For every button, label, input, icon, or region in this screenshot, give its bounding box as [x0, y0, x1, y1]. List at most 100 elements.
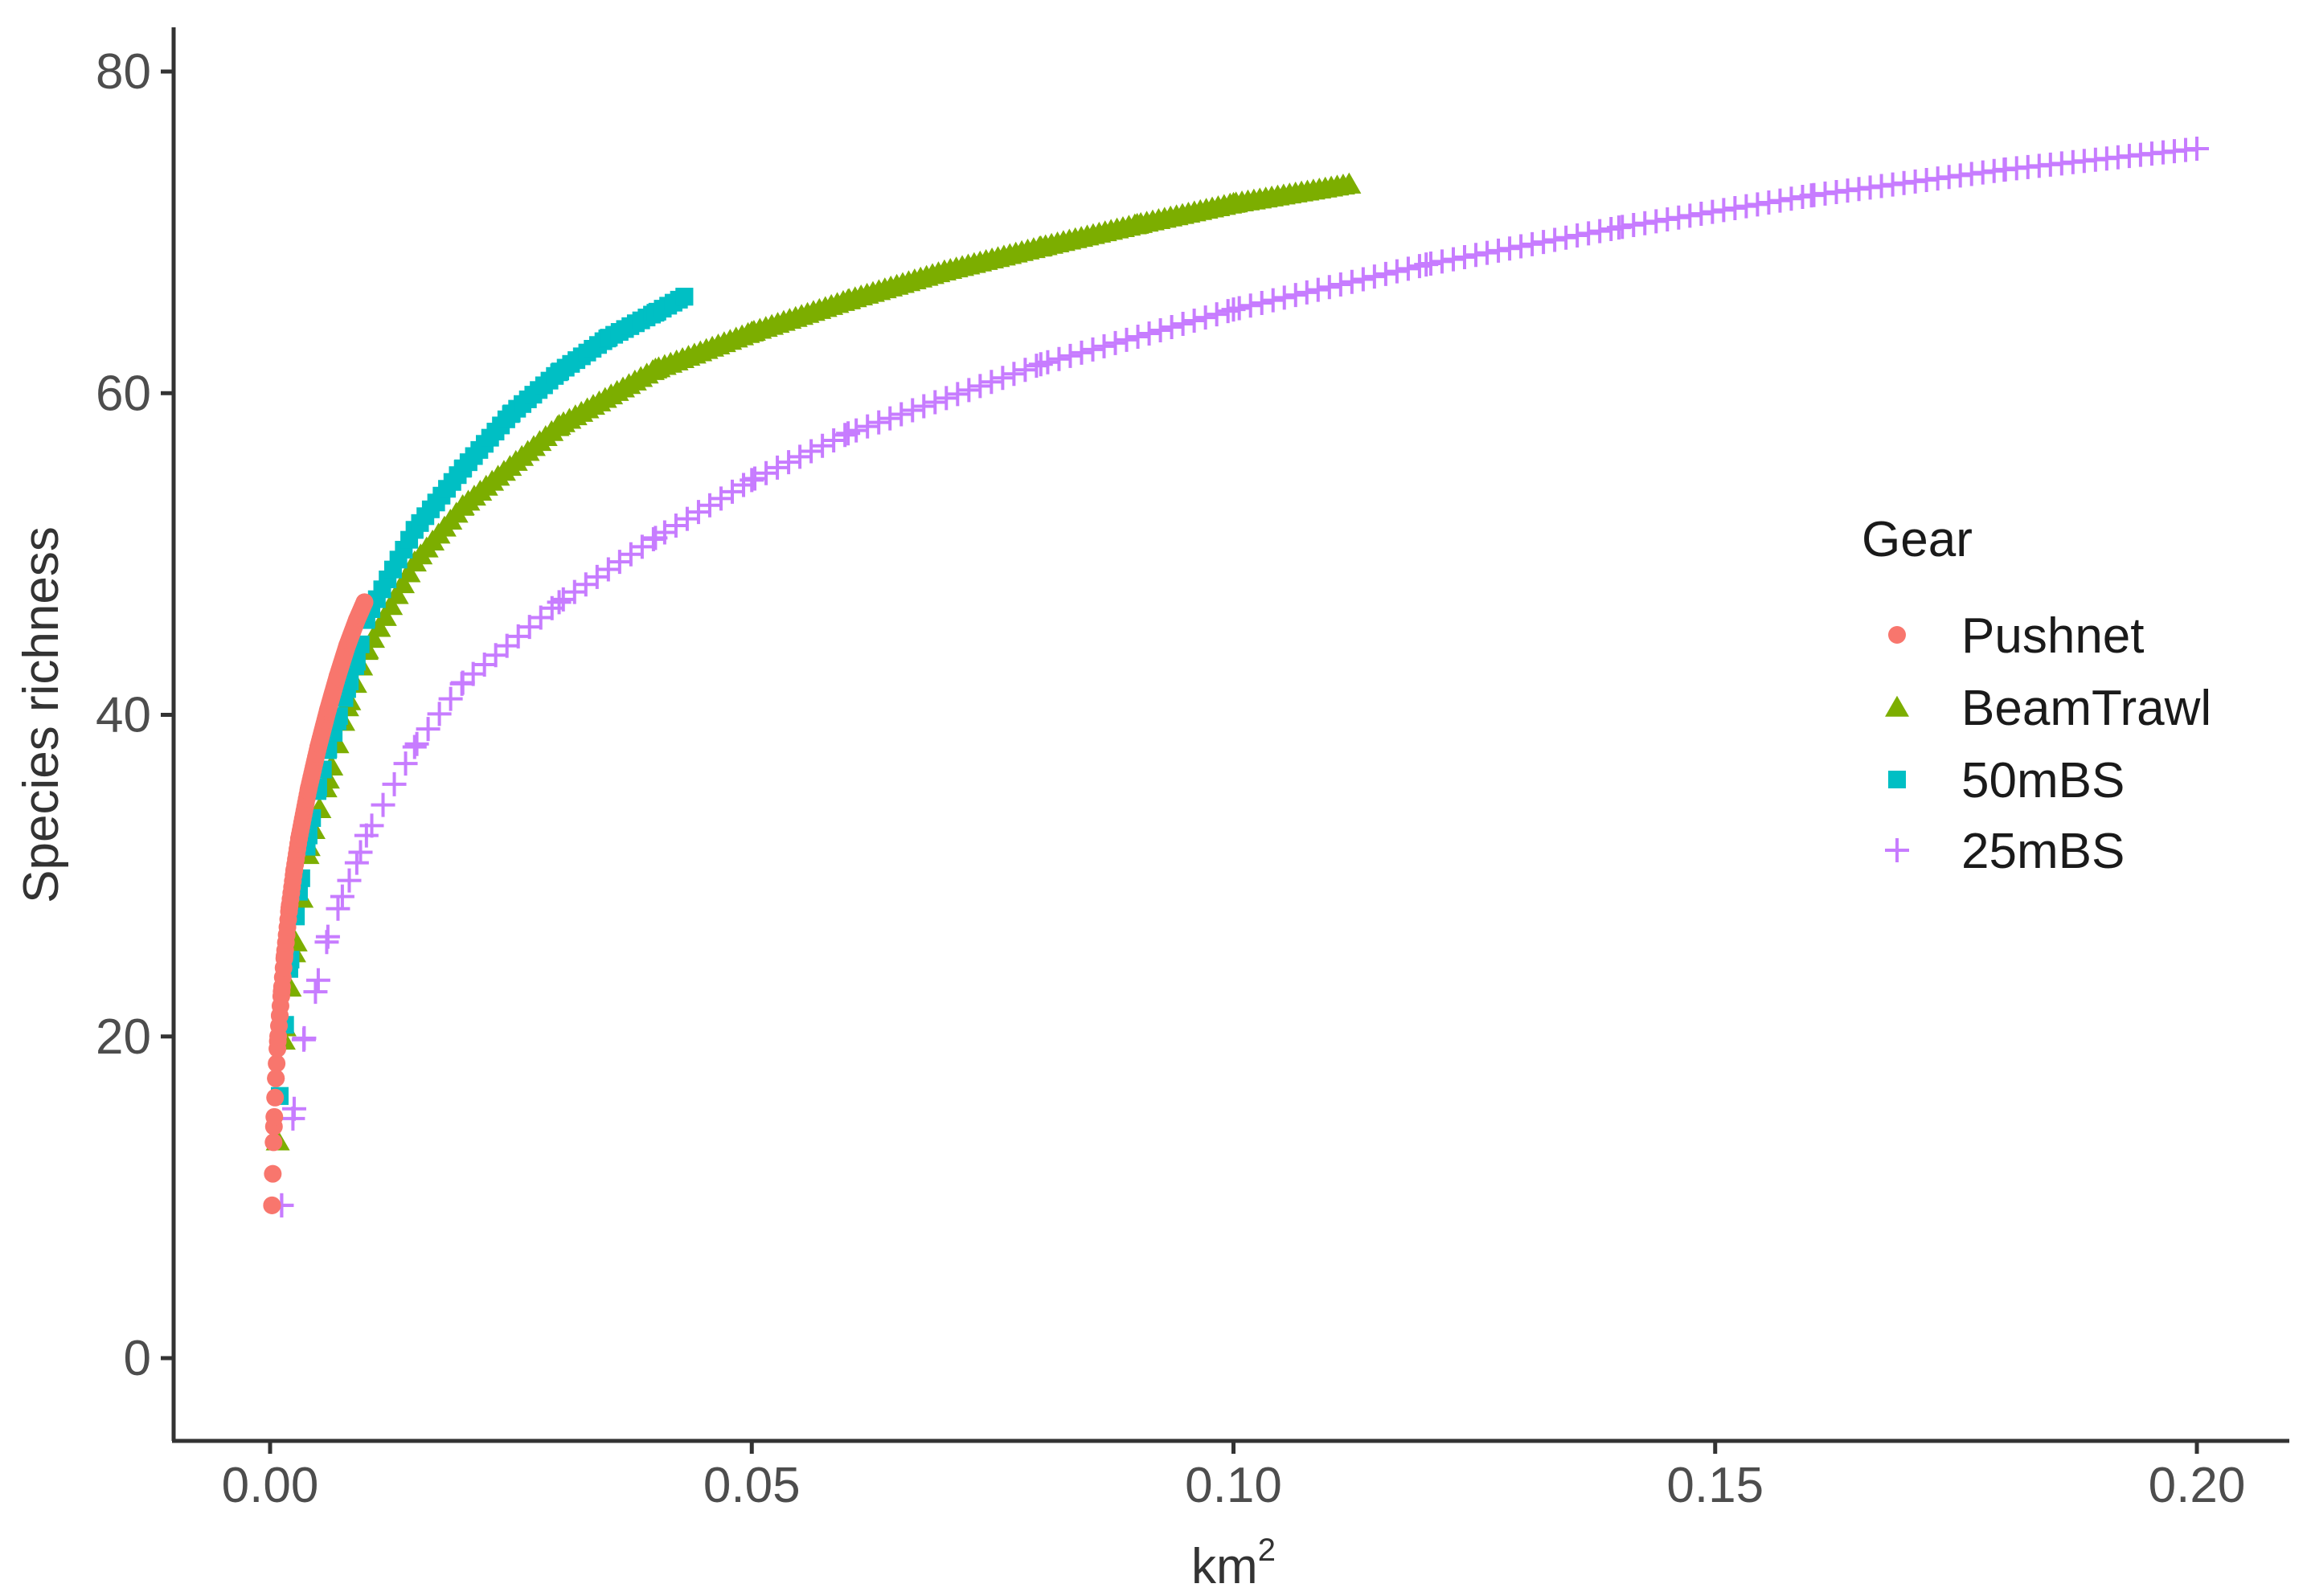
data-point	[355, 593, 374, 612]
data-point	[1768, 188, 1793, 213]
data-point	[1047, 346, 1072, 371]
legend-label: BeamTrawl	[1961, 681, 2211, 736]
data-point	[1317, 275, 1342, 300]
data-point	[348, 840, 373, 865]
data-point	[281, 1096, 306, 1121]
data-point	[1260, 288, 1285, 313]
data-point	[934, 386, 959, 411]
data-point	[263, 1196, 281, 1214]
data-point	[855, 414, 880, 439]
legend-key-cross	[1885, 838, 1909, 862]
plot-area	[263, 137, 2209, 1217]
data-point	[1114, 327, 1139, 352]
data-point	[743, 466, 768, 491]
data-point	[1543, 227, 1567, 252]
legend-label: 25mBS	[1961, 824, 2125, 879]
series-pushnet	[263, 593, 374, 1214]
data-point	[968, 374, 993, 399]
data-point	[264, 1164, 282, 1183]
data-point	[1092, 334, 1117, 358]
legend-label: Pushnet	[1961, 608, 2145, 664]
data-point	[1283, 283, 1308, 308]
y-axis-ticks: 0 20 40 60 80	[96, 44, 174, 1386]
data-point	[799, 439, 824, 464]
data-point	[1565, 223, 1590, 248]
data-point	[267, 1069, 285, 1087]
data-point	[344, 850, 369, 875]
data-point	[810, 433, 835, 458]
data-point	[1294, 280, 1319, 305]
data-point	[315, 924, 340, 949]
data-point	[1238, 293, 1263, 318]
data-point	[957, 378, 981, 403]
y-tick-label: 40	[96, 688, 151, 743]
data-point	[777, 450, 801, 475]
x-tick-label: 0.00	[222, 1458, 319, 1513]
data-point	[1700, 199, 1725, 224]
data-point	[878, 406, 903, 431]
y-tick-label: 60	[96, 366, 151, 421]
data-point	[1520, 231, 1545, 256]
data-point	[844, 418, 869, 443]
data-point	[686, 500, 711, 525]
data-point	[371, 792, 395, 817]
data-point	[1429, 249, 1454, 274]
data-point	[1305, 277, 1330, 302]
data-point	[1779, 186, 1804, 211]
data-point	[663, 514, 688, 538]
data-point	[1689, 202, 1714, 227]
data-point	[1554, 225, 1579, 250]
data-point	[1013, 358, 1038, 383]
data-point	[265, 1107, 284, 1126]
data-point	[1633, 211, 1658, 235]
data-point	[1756, 190, 1781, 215]
data-point	[1058, 343, 1083, 368]
data-point	[1734, 194, 1759, 219]
data-point	[708, 486, 733, 511]
data-point	[359, 813, 384, 838]
data-point	[292, 1025, 317, 1050]
data-point	[393, 751, 418, 776]
data-point	[384, 583, 409, 604]
data-point	[396, 561, 421, 583]
data-point	[1137, 321, 1162, 346]
data-point	[337, 868, 362, 893]
data-point	[2185, 137, 2209, 162]
series-25mbs	[269, 137, 2209, 1217]
data-point	[719, 479, 744, 504]
data-point	[1002, 362, 1026, 387]
legend-title: Gear	[1862, 512, 1973, 567]
data-point	[1339, 269, 1364, 294]
data-point	[1621, 213, 1646, 238]
legend: Gear Pushnet BeamTrawl 50mBS 25mBS	[1862, 512, 2211, 879]
data-point	[1453, 244, 1477, 269]
legend-item-pushnet: Pushnet	[1888, 608, 2145, 664]
legend-item-25mbs: 25mBS	[1885, 824, 2125, 879]
data-point	[1440, 247, 1465, 272]
legend-item-50mbs: 50mBS	[1888, 753, 2125, 808]
legend-items: Pushnet BeamTrawl 50mBS 25mBS	[1885, 608, 2211, 879]
data-point	[1103, 330, 1128, 355]
data-point	[674, 506, 699, 531]
data-point	[1509, 234, 1534, 259]
data-point	[1395, 256, 1420, 281]
data-point	[1384, 259, 1409, 284]
x-axis-ticks: 0.00 0.05 0.10 0.15 0.20	[222, 1441, 2246, 1513]
data-point	[867, 410, 891, 435]
data-point	[266, 1088, 285, 1107]
data-point	[1531, 230, 1556, 255]
x-tick-label: 0.20	[2149, 1458, 2246, 1513]
data-point	[1035, 350, 1060, 374]
y-tick-label: 0	[124, 1331, 151, 1386]
data-point	[305, 968, 330, 992]
data-point	[354, 823, 379, 848]
data-point	[402, 735, 427, 759]
data-point	[1362, 264, 1387, 289]
x-axis-title-superscript: 2	[1258, 1533, 1276, 1568]
data-point	[1249, 290, 1274, 315]
legend-key-triangle	[1885, 695, 1909, 717]
data-point	[1588, 219, 1612, 243]
data-point	[889, 402, 914, 427]
data-point	[1666, 205, 1691, 230]
